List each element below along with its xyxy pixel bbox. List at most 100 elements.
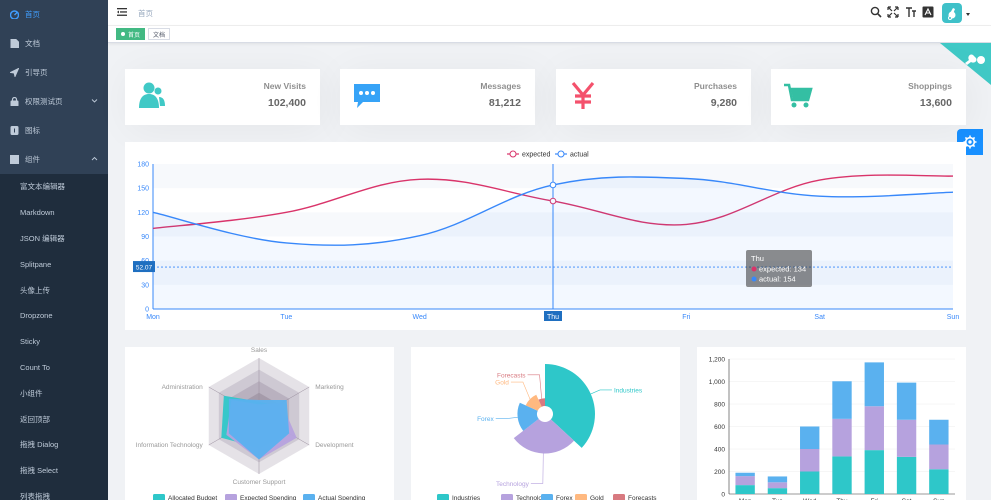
y-tick-label: 0 (721, 492, 725, 499)
message-icon (354, 84, 380, 108)
pie-slice-technology[interactable] (513, 418, 575, 454)
bar-pageC[interactable] (929, 419, 949, 445)
sidebar-subitem[interactable]: JSON 编辑器 (20, 233, 65, 243)
tooltip-line: actual: 154 (759, 275, 796, 284)
icon-icon (10, 126, 19, 135)
legend-swatch[interactable] (225, 494, 237, 500)
pie-slice-forecasts[interactable] (538, 398, 545, 407)
bar-pageA[interactable] (929, 469, 949, 494)
pie-leader-line (530, 453, 544, 484)
font-size-icon[interactable] (905, 6, 917, 18)
pie-slice-forex[interactable] (517, 402, 539, 431)
y-tick-label: 600 (714, 424, 725, 431)
active-dot-icon (121, 32, 125, 36)
radar-chart[interactable]: Sales Marketing Development Customer Suppor… (125, 347, 394, 500)
bar-pageB[interactable] (896, 419, 917, 457)
sidebar-item-label: 图标 (25, 126, 40, 135)
bar-pageB[interactable] (735, 476, 755, 486)
peoples-icon (139, 82, 165, 108)
pie-leader-line (495, 416, 518, 419)
bar-pageC[interactable] (735, 472, 755, 477)
sidebar-item-documentation[interactable]: 文档 (0, 29, 108, 58)
money-icon (571, 81, 595, 109)
panel-shoppings[interactable]: Shoppings 13,600 (771, 69, 966, 125)
legend-marker-expected[interactable] (509, 150, 517, 158)
caret-down-icon[interactable] (966, 13, 970, 16)
avatar[interactable] (942, 3, 962, 23)
search-icon[interactable] (870, 6, 882, 18)
legend-swatch[interactable] (575, 494, 587, 500)
sidebar-item-lock[interactable]: 权限测试页 (0, 87, 108, 116)
legend-swatch[interactable] (613, 494, 625, 500)
fullscreen-icon[interactable] (887, 6, 899, 18)
bar-pageB[interactable] (929, 444, 949, 470)
data-point-expected[interactable] (549, 197, 557, 205)
sidebar-subitem[interactable]: Markdown (20, 208, 55, 218)
legend-swatch[interactable] (437, 494, 449, 500)
avatar-image (948, 8, 956, 20)
x-tick-label: Fri (870, 498, 878, 500)
sidebar-item-icon[interactable]: 图标 (0, 116, 108, 145)
radar-area-2[interactable] (228, 398, 290, 460)
legend-label: Expected Spending (240, 495, 297, 500)
breadcrumb[interactable]: 首页 (138, 9, 153, 18)
panel-purchases[interactable]: Purchases 9,280 (556, 69, 751, 125)
bar-pageB[interactable] (767, 482, 788, 489)
legend-label: Forex (556, 495, 573, 500)
bar-pageC[interactable] (832, 381, 852, 419)
tag-dashboard[interactable]: 首页 (116, 28, 146, 40)
legend-swatch[interactable] (501, 494, 513, 500)
bar-pageA[interactable] (767, 488, 788, 494)
sidebar-subitem[interactable]: 列表拖拽 (20, 491, 50, 500)
sidebar-subitem[interactable]: Count To (20, 362, 50, 372)
hamburger-icon[interactable] (117, 7, 127, 17)
x-tick-label: Sun (933, 498, 945, 500)
language-icon[interactable] (922, 6, 934, 18)
bar-pageA[interactable] (800, 471, 820, 495)
sidebar-subitem[interactable]: 富文本编辑器 (20, 182, 65, 192)
panel-messages[interactable]: Messages 81,212 (340, 69, 535, 125)
sidebar-subitem[interactable]: Dropzone (20, 311, 53, 321)
y-tick-label: 150 (137, 186, 149, 193)
sidebar-subitem[interactable]: 返回顶部 (20, 414, 50, 424)
bar-pageB[interactable] (864, 406, 884, 451)
sidebar-subitem[interactable]: 拖拽 Select (20, 466, 58, 476)
legend-swatch[interactable] (541, 494, 553, 500)
sidebar-item-guide[interactable]: 引导页 (0, 58, 108, 87)
legend-swatch[interactable] (153, 494, 165, 500)
tag-documentation[interactable]: 文档 (148, 28, 171, 40)
sidebar-item-dashboard[interactable]: 首页 (0, 0, 108, 29)
bar-pageC[interactable] (864, 362, 884, 407)
legend-swatch[interactable] (303, 494, 315, 500)
sidebar-item-component[interactable]: 组件 (0, 145, 108, 174)
legend-label: Gold (590, 495, 604, 500)
chevron-down-icon (91, 99, 98, 103)
data-point-actual[interactable] (549, 181, 557, 189)
panel-new-visits[interactable]: New Visits 102,400 (125, 69, 320, 125)
legend-label: Technology (516, 495, 550, 500)
bar-pageB[interactable] (800, 449, 820, 472)
panel-value: 81,212 (488, 97, 521, 109)
line-chart[interactable]: 0306090120150180MonTueWedThuFriSatSun52.… (125, 142, 966, 330)
sidebar-subitem[interactable]: Sticky (20, 337, 41, 347)
sidebar-subitem[interactable]: Splitpane (20, 259, 52, 269)
github-corner-icon[interactable] (940, 43, 991, 85)
bar-pageA[interactable] (864, 450, 884, 494)
bar-pageA[interactable] (832, 456, 852, 494)
bar-pageA[interactable] (896, 456, 917, 494)
pie-chart[interactable]: IndustriesTechnologyForexGoldForecastsIn… (411, 347, 680, 500)
bar-pageC[interactable] (800, 426, 820, 450)
sidebar-subitem[interactable]: 小组件 (20, 388, 43, 398)
pie-slice-industries[interactable] (545, 364, 595, 448)
sidebar-subitem[interactable]: 拖拽 Dialog (20, 440, 59, 450)
bar-chart[interactable]: 0 200 400 600 800 1,000 1,200 Mon Tue Wed Thu Fri Sa… (697, 347, 966, 500)
radar-indicator-label: Sales (251, 347, 268, 354)
bar-pageB[interactable] (832, 418, 852, 457)
bar-pageC[interactable] (896, 382, 917, 420)
sidebar-subitem[interactable]: 头像上传 (20, 285, 50, 295)
legend-marker-actual[interactable] (557, 150, 565, 158)
pie-slice-gold[interactable] (525, 394, 542, 411)
shopping-icon (784, 83, 813, 108)
bar-pageC[interactable] (767, 476, 788, 483)
bar-pageA[interactable] (735, 485, 755, 494)
